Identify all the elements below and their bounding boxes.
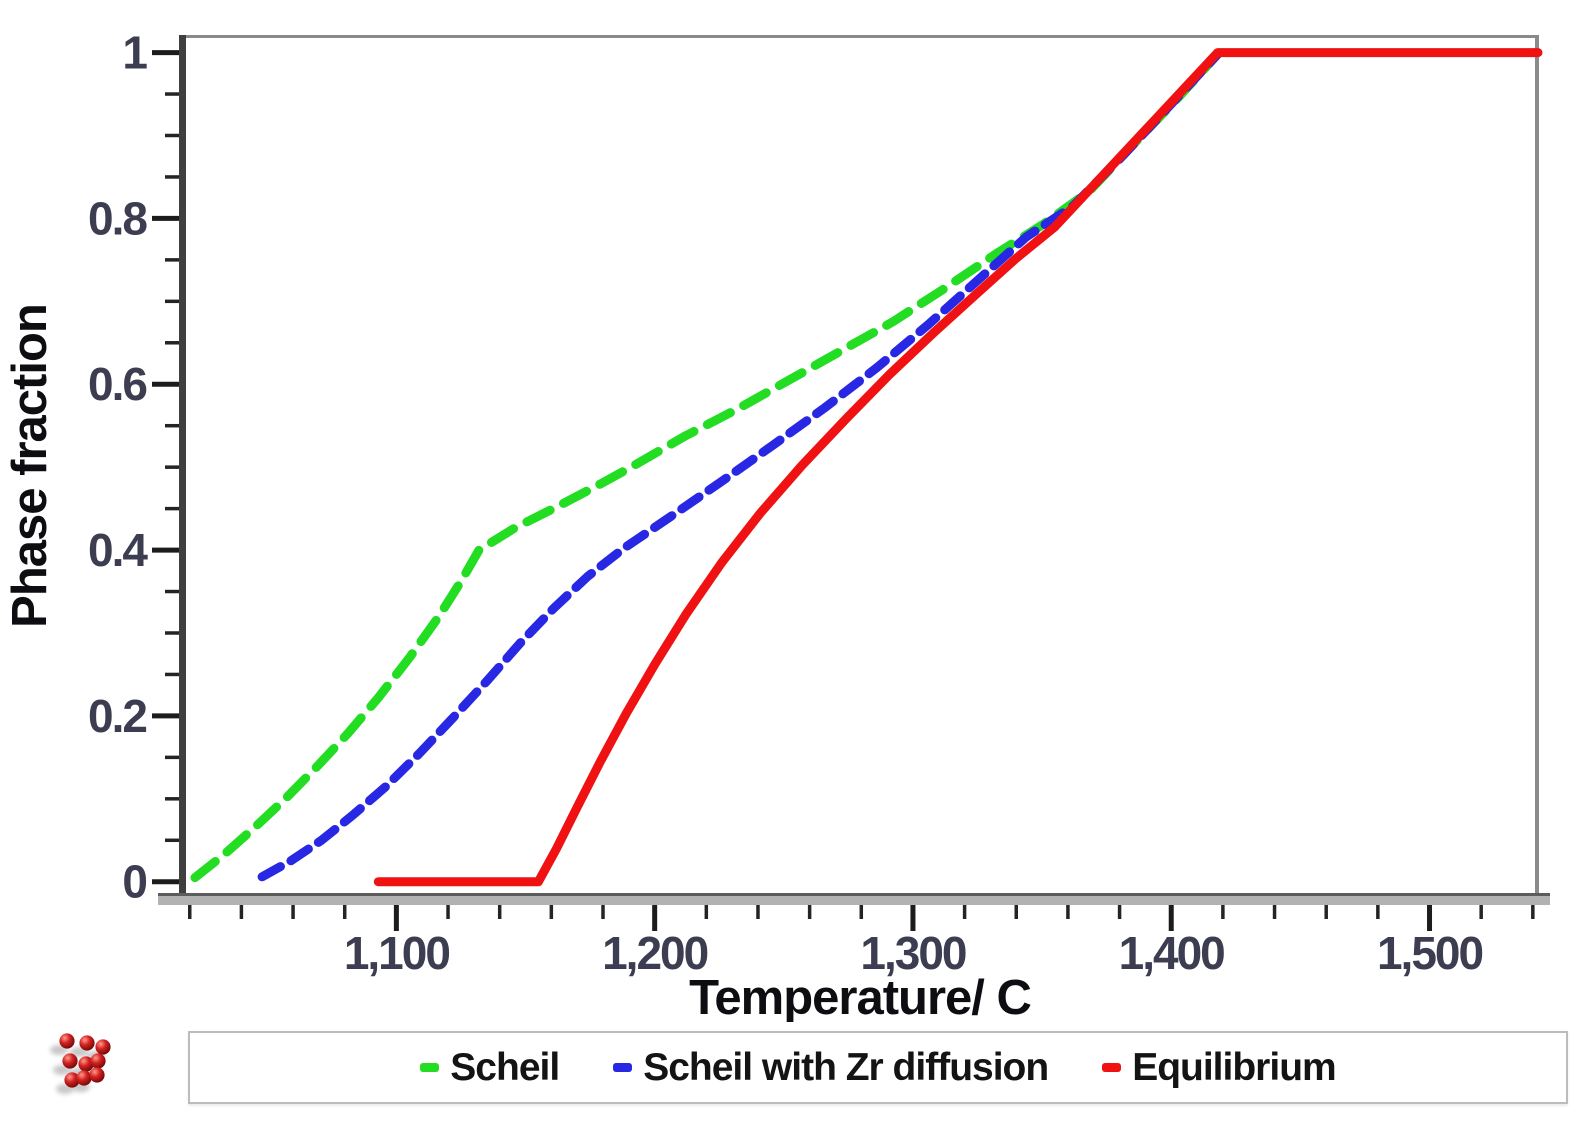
legend-label-scheil-zr-diffusion: Scheil with Zr diffusion	[643, 1045, 1049, 1089]
legend-label-equilibrium: Equilibrium	[1132, 1045, 1336, 1089]
legend-swatch-scheil-zr-icon	[613, 1063, 633, 1072]
plot-curves	[190, 48, 1543, 887]
x-tick-label: 1,200	[602, 927, 708, 979]
y-tick-label: 0.8	[88, 192, 147, 244]
y-tick-label: 0	[122, 856, 146, 908]
molecule-spheres	[59, 1033, 111, 1088]
y-tick-label: 1	[122, 27, 147, 79]
plot-top-border	[182, 35, 1538, 38]
x-tick-label: 1,100	[344, 927, 450, 979]
x-axis-ticks: 1,100 1,200 1,300 1,400 1,500	[187, 905, 1535, 979]
x-tick-label: 1,500	[1377, 927, 1483, 979]
y-axis-ticks: 0 0.2 0.4 0.6 0.8 1	[88, 27, 179, 908]
y-axis-line	[179, 35, 186, 898]
y-tick-label: 0.6	[88, 358, 146, 410]
y-tick-label: 0.2	[88, 690, 146, 742]
x-tick-label: 1,400	[1119, 927, 1225, 979]
plot-right-border	[1535, 35, 1539, 898]
legend-item-scheil-zr-diffusion: Scheil with Zr diffusion	[613, 1045, 1049, 1090]
legend-item-scheil: Scheil	[420, 1045, 560, 1090]
series-line-0-scheil	[190, 49, 1223, 883]
x-tick-label: 1,300	[860, 927, 966, 979]
y-tick-label: 0.4	[88, 524, 148, 576]
molecule-cluster-icon	[50, 1033, 111, 1094]
legend-label-scheil: Scheil	[450, 1045, 560, 1089]
y-axis-title: Phase fraction	[3, 304, 57, 628]
legend-swatch-equilibrium-icon	[1102, 1063, 1122, 1072]
x-axis-bar	[158, 896, 1550, 905]
legend-swatch-scheil-icon	[420, 1063, 440, 1072]
x-axis-line-edge	[158, 893, 1550, 896]
chart-legend: Scheil Scheil with Zr diffusion Equilibr…	[188, 1031, 1568, 1104]
x-axis-title: Temperature/ C	[689, 971, 1031, 1022]
phase-fraction-chart: 0 0.2 0.4 0.6 0.8 1 1,100 1,200 1,300 1,400 1,500…	[3, 27, 1550, 1022]
series-line-2-equilibrium	[373, 48, 1543, 887]
series-line-1-scheil-with-zr-diffusion	[257, 49, 1223, 882]
legend-item-equilibrium: Equilibrium	[1102, 1045, 1337, 1090]
